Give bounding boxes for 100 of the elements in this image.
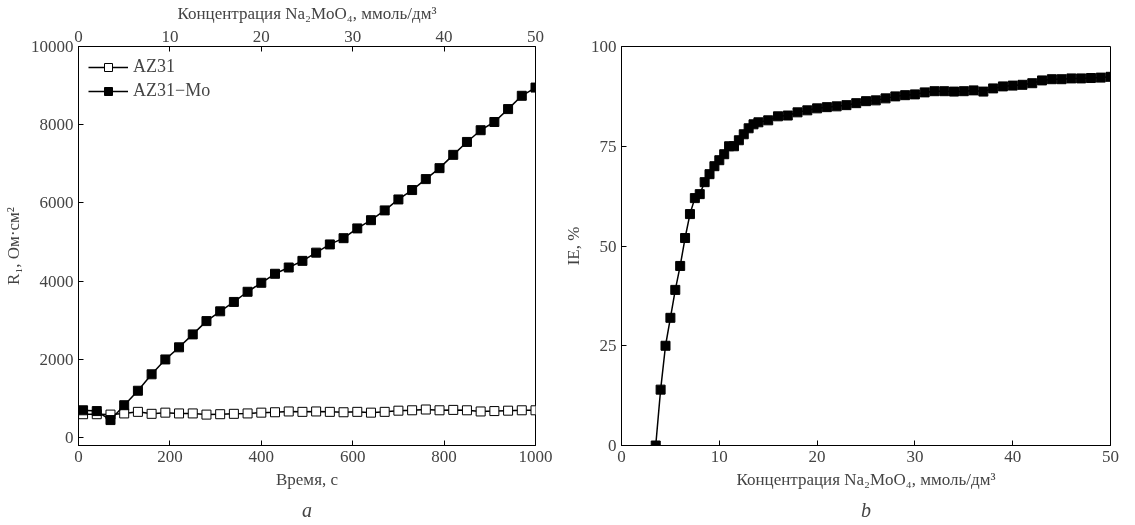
point (407, 405, 418, 416)
point (215, 306, 226, 317)
x-tick-label: 1000 (518, 446, 553, 466)
x2-tick-label: 20 (252, 26, 270, 46)
x-tick-label: 30 (906, 446, 924, 466)
point (146, 369, 157, 380)
point (160, 407, 171, 418)
point (670, 284, 681, 295)
point (132, 406, 143, 417)
point (448, 149, 459, 160)
point (1095, 72, 1106, 83)
point (283, 262, 294, 273)
point (105, 415, 116, 426)
point (719, 149, 730, 160)
point (684, 209, 695, 220)
point (660, 340, 671, 351)
point (324, 406, 335, 417)
point (988, 83, 999, 94)
point (352, 406, 363, 417)
point (851, 98, 862, 109)
x-tick-label: 40 (1004, 446, 1022, 466)
point (297, 406, 308, 417)
point (324, 239, 335, 250)
text: b (861, 498, 871, 521)
y-tick-label: 50 (599, 236, 617, 256)
x-tick-label: 50 (1102, 446, 1119, 466)
point (812, 103, 823, 114)
point (968, 85, 979, 96)
point (489, 406, 500, 417)
point (448, 404, 459, 415)
point (1027, 78, 1038, 89)
point (880, 93, 891, 104)
point (283, 406, 294, 417)
point (516, 90, 527, 101)
point (900, 90, 911, 101)
point (420, 174, 431, 185)
point (949, 86, 960, 97)
y-tick-label: 10000 (31, 37, 74, 56)
legend-label: AZ31−Mo (133, 80, 211, 101)
point (978, 86, 989, 97)
point (187, 329, 198, 340)
point (393, 194, 404, 205)
y-tick-label: 100 (591, 37, 617, 56)
point (782, 110, 793, 121)
point (1076, 73, 1087, 84)
point (256, 407, 267, 418)
x-tick-label: 200 (157, 446, 183, 466)
point (675, 260, 686, 271)
x-tick-label: 800 (431, 446, 457, 466)
x2-tick-label: 50 (527, 26, 544, 46)
point (338, 407, 349, 418)
point (201, 409, 212, 420)
point (174, 342, 185, 353)
point (215, 409, 226, 420)
point (365, 215, 376, 226)
point (119, 400, 130, 411)
x-axis-title: Время, с (276, 469, 339, 489)
point (680, 233, 691, 244)
point (831, 101, 842, 112)
y-tick-label: 2000 (39, 349, 74, 369)
point (792, 107, 803, 118)
point (1017, 79, 1028, 90)
point (187, 408, 198, 419)
x-tick-label: 10 (710, 446, 728, 466)
point (753, 117, 764, 128)
point (475, 406, 486, 417)
point (228, 296, 239, 307)
y-axis-title: IE, % (564, 226, 583, 266)
point (694, 189, 705, 200)
point (201, 316, 212, 327)
point (655, 384, 666, 395)
point (365, 407, 376, 418)
point (919, 87, 930, 98)
point (270, 407, 281, 418)
point (311, 247, 322, 258)
point (461, 136, 472, 147)
point (699, 177, 710, 188)
point (1056, 74, 1067, 85)
point (352, 223, 363, 234)
point (939, 86, 950, 97)
point (311, 406, 322, 417)
point (160, 354, 171, 365)
x2-tick-label: 10 (161, 26, 179, 46)
point (475, 125, 486, 136)
point (434, 163, 445, 174)
point (516, 405, 527, 416)
point (1046, 74, 1057, 85)
text: а (302, 498, 312, 521)
point (1037, 75, 1048, 86)
x2-tick-label: 40 (435, 26, 453, 46)
point (890, 91, 901, 102)
y-tick-label: 6000 (39, 193, 74, 213)
point (174, 408, 185, 419)
point (1007, 80, 1018, 91)
point (841, 100, 852, 111)
x-axis-title: Концентрация Na₂MoO₄, ммоль/дм³ (736, 469, 996, 489)
y-tick-label: 0 (65, 428, 74, 448)
point (393, 405, 404, 416)
y-axis-title: R₁, Ом·см² (4, 207, 23, 285)
point (1085, 73, 1096, 84)
